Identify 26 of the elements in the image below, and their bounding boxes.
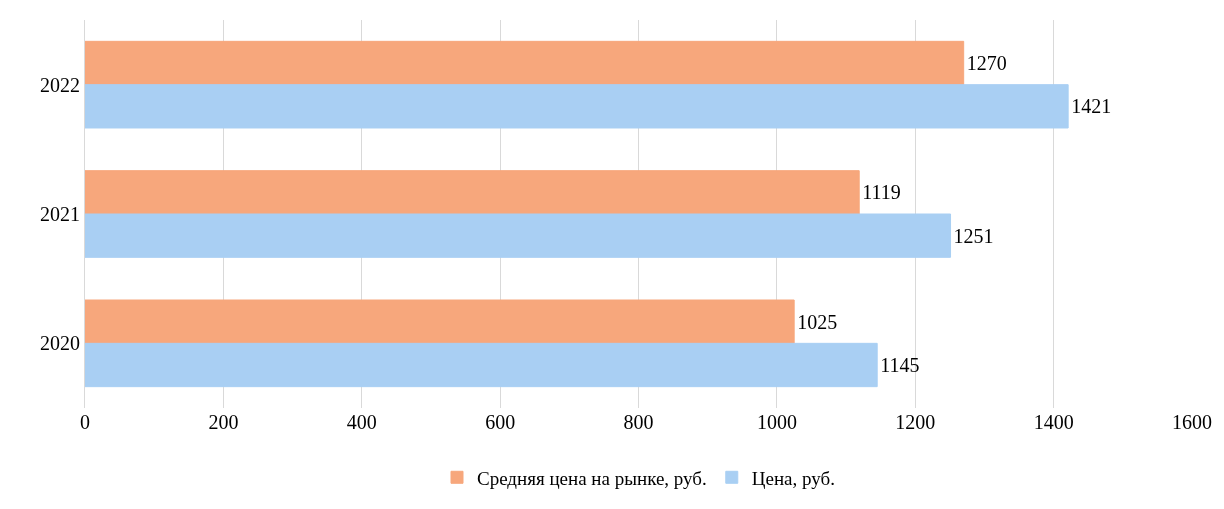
x-tick-label: 0	[80, 411, 90, 433]
data-label: 1270	[966, 52, 1007, 75]
data-label: 1145	[880, 353, 920, 376]
legend-label: Цена, руб.	[751, 467, 835, 489]
bar	[85, 213, 952, 258]
bar	[85, 299, 795, 344]
legend-label: Средняя цена на рынке, руб.	[477, 467, 707, 489]
data-label: 1119	[862, 181, 901, 204]
data-label: 1025	[797, 310, 838, 333]
data-label: 1421	[1071, 95, 1112, 118]
y-tick-label: 2022	[40, 73, 80, 96]
bar	[85, 170, 860, 215]
y-tick-label: 2020	[40, 332, 80, 355]
x-tick-label: 1600	[1172, 411, 1212, 433]
y-tick-label: 2021	[40, 203, 80, 225]
x-tick-label: 1200	[895, 411, 936, 433]
bar	[85, 84, 1069, 129]
bar	[85, 40, 965, 86]
data-label: 1251	[953, 224, 994, 247]
x-tick-label: 600	[485, 411, 516, 433]
x-tick-label: 400	[346, 411, 377, 433]
x-tick-label: 1400	[1033, 411, 1074, 433]
bar	[85, 342, 878, 388]
x-tick-label: 1000	[756, 411, 797, 433]
x-tick-label: 200	[208, 411, 239, 433]
x-tick-label: 800	[623, 411, 654, 433]
